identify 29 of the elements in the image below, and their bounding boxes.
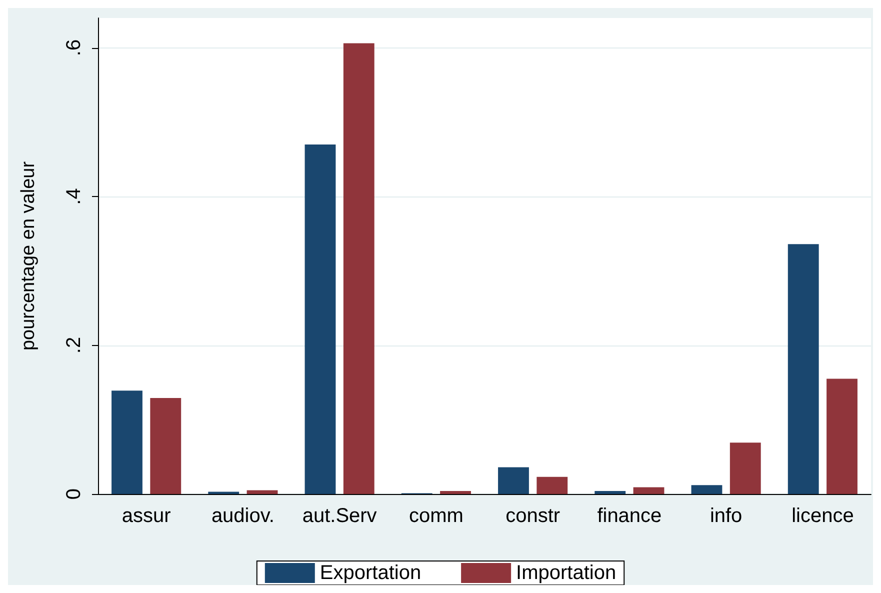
bar [691,485,722,494]
x-tick-label: comm [408,505,464,527]
bar [112,390,142,494]
bar [246,490,278,494]
bar [440,491,471,494]
x-tick-label: audiov. [211,505,274,527]
bar [788,244,819,494]
legend-label: Exportation [320,562,422,584]
x-tick-label: aut.Serv [302,505,377,527]
bar [536,476,568,494]
bar [826,378,858,494]
y-axis-title: pourcentage en valeur [18,160,39,351]
y-tick-label: 0 [63,488,85,500]
x-tick-label: assur [122,505,172,527]
x-tick-label: finance [597,505,662,527]
y-tick-label: .2 [63,336,85,354]
x-tick-label: constr [506,505,560,527]
bar [594,491,626,494]
bar [343,43,374,494]
x-tick-label: licence [792,505,854,527]
y-tick-label: .4 [63,188,85,205]
x-tick-label: info [710,505,742,527]
bar [633,487,664,494]
y-tick-label: .6 [63,39,85,56]
bar [150,398,182,494]
legend-label: Importation [516,562,616,584]
bar [730,442,761,494]
bar [304,144,336,494]
bar [498,467,529,494]
